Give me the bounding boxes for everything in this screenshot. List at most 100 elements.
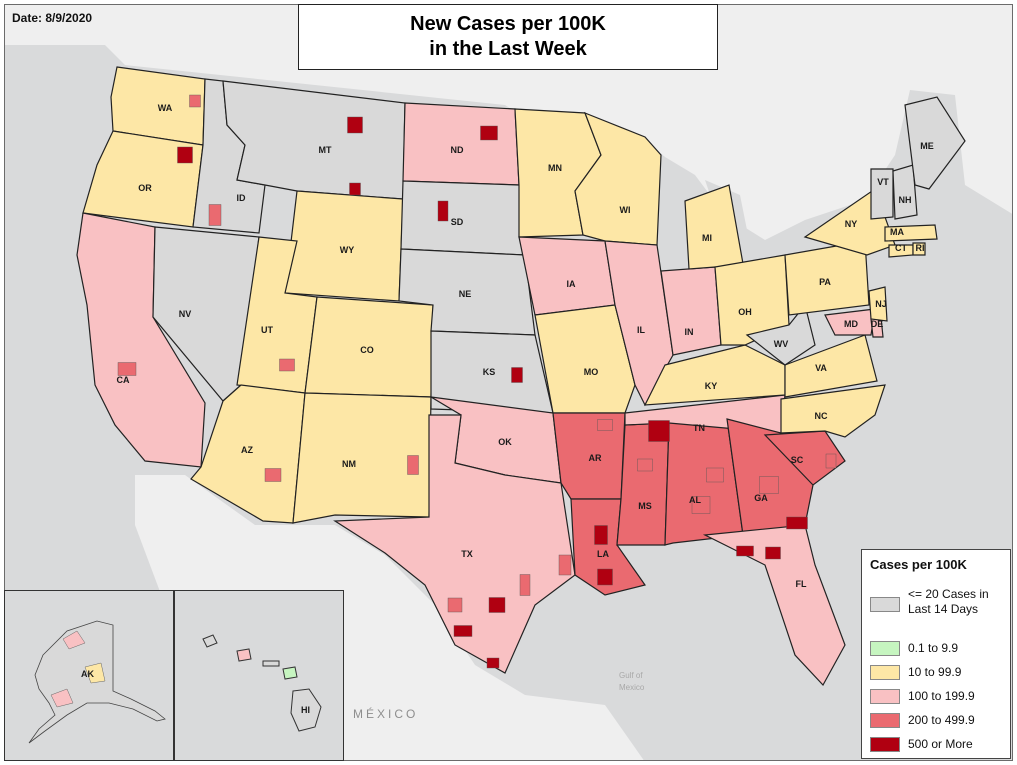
- county-patch: [117, 362, 137, 376]
- alaska-region-yellow: [84, 662, 106, 684]
- state-label-ga: GA: [754, 493, 768, 503]
- state-label-ne: NE: [459, 289, 472, 299]
- hawaii-island-maui: [282, 666, 298, 680]
- county-patch: [558, 554, 572, 576]
- state-label-co: CO: [360, 345, 374, 355]
- state-label-id: ID: [237, 193, 247, 203]
- legend-item: 100 to 199.9: [870, 689, 975, 704]
- state-label-nh: NH: [899, 195, 912, 205]
- legend: Cases per 100K <= 20 Cases in Last 14 Da…: [861, 549, 1011, 759]
- state-label-ar: AR: [589, 453, 602, 463]
- legend-swatch: [870, 641, 900, 656]
- state-label-ms: MS: [638, 501, 652, 511]
- county-patch: [447, 597, 463, 613]
- state-label-la: LA: [597, 549, 609, 559]
- legend-swatch: [870, 713, 900, 728]
- state-label-nm: NM: [342, 459, 356, 469]
- state-label-ok: OK: [498, 437, 512, 447]
- state-label-sd: SD: [451, 217, 464, 227]
- state-label-ut: UT: [261, 325, 273, 335]
- legend-swatch: [870, 597, 900, 612]
- state-label-in: IN: [685, 327, 694, 337]
- state-label-az: AZ: [241, 445, 253, 455]
- state-label-tn: TN: [693, 423, 705, 433]
- state-label-or: OR: [138, 183, 152, 193]
- legend-item: 0.1 to 9.9: [870, 641, 958, 656]
- hawaii-inset: HI: [174, 590, 344, 761]
- state-label-tx: TX: [461, 549, 473, 559]
- title-line-1: New Cases per 100K: [410, 13, 606, 35]
- county-patch: [765, 546, 781, 560]
- state-label-ca: CA: [117, 375, 130, 385]
- state-az: [190, 384, 306, 524]
- legend-title: Cases per 100K: [870, 557, 967, 572]
- legend-item: <= 20 Cases in Last 14 Days: [870, 587, 1008, 617]
- state-label-ia: IA: [567, 279, 577, 289]
- county-patch: [786, 516, 808, 530]
- hawaii-map: HI: [202, 634, 322, 732]
- state-label-ny: NY: [845, 219, 858, 229]
- county-patch: [189, 94, 201, 108]
- alaska-inset: AK: [4, 590, 174, 761]
- county-patch: [279, 358, 295, 372]
- state-label-ma: MA: [890, 227, 904, 237]
- legend-swatch: [870, 665, 900, 680]
- state-ma: [884, 224, 938, 242]
- county-patch: [511, 367, 523, 383]
- state-label-me: ME: [920, 141, 934, 151]
- gulf-label-2: Mexico: [619, 683, 645, 692]
- state-label-ct: CT: [895, 243, 907, 253]
- state-tx: [333, 414, 576, 674]
- state-or: [82, 130, 204, 228]
- legend-item: 500 or More: [870, 737, 973, 752]
- county-patch: [349, 182, 361, 196]
- legend-item: 10 to 99.9: [870, 665, 961, 680]
- state-va: [784, 334, 878, 398]
- state-label-wi: WI: [620, 205, 631, 215]
- hawaii-island-molokai: [262, 660, 280, 667]
- state-label-wa: WA: [158, 103, 173, 113]
- alaska-map: AK: [28, 620, 166, 744]
- state-label-il: IL: [637, 325, 646, 335]
- state-label-ks: KS: [483, 367, 496, 377]
- county-patch: [177, 146, 193, 164]
- state-label-va: VA: [815, 363, 827, 373]
- state-vt: [870, 168, 894, 220]
- state-label-mt: MT: [319, 145, 332, 155]
- county-patch: [594, 525, 608, 545]
- state-label-de: DE: [871, 319, 884, 329]
- hawaii-island-kauai: [202, 634, 218, 648]
- county-patch: [453, 625, 473, 637]
- county-patch: [759, 476, 779, 494]
- state-wv: [745, 303, 816, 366]
- county-patch: [488, 597, 506, 613]
- state-label-pa: PA: [819, 277, 831, 287]
- county-patch: [264, 468, 282, 482]
- state-label-wv: WV: [774, 339, 789, 349]
- legend-item: 200 to 499.9: [870, 713, 975, 728]
- county-patch: [706, 467, 724, 483]
- state-label-nj: NJ: [875, 299, 887, 309]
- county-patch: [437, 200, 449, 222]
- map-title: New Cases per 100K in the Last Week: [298, 4, 718, 70]
- state-label-fl: FL: [796, 579, 807, 589]
- legend-label: <= 20 Cases in Last 14 Days: [908, 587, 989, 616]
- state-label-ri: RI: [916, 243, 925, 253]
- county-patch: [208, 204, 222, 226]
- state-nd: [402, 102, 520, 186]
- county-patch: [691, 496, 711, 514]
- state-label-mi: MI: [702, 233, 712, 243]
- county-patch: [736, 545, 754, 557]
- title-line-2: in the Last Week: [429, 38, 587, 60]
- county-patch: [648, 420, 670, 442]
- state-label-wy: WY: [340, 245, 355, 255]
- state-nh: [892, 164, 918, 220]
- alaska-region-pink: [62, 630, 86, 650]
- state-label-nd: ND: [451, 145, 464, 155]
- state-label-ky: KY: [705, 381, 718, 391]
- alaska-region-pink-2: [50, 688, 74, 708]
- state-label-ak: AK: [81, 669, 94, 679]
- state-label-mn: MN: [548, 163, 562, 173]
- mexico-label: MÉXICO: [353, 706, 418, 721]
- hawaii-island-big: [290, 688, 322, 732]
